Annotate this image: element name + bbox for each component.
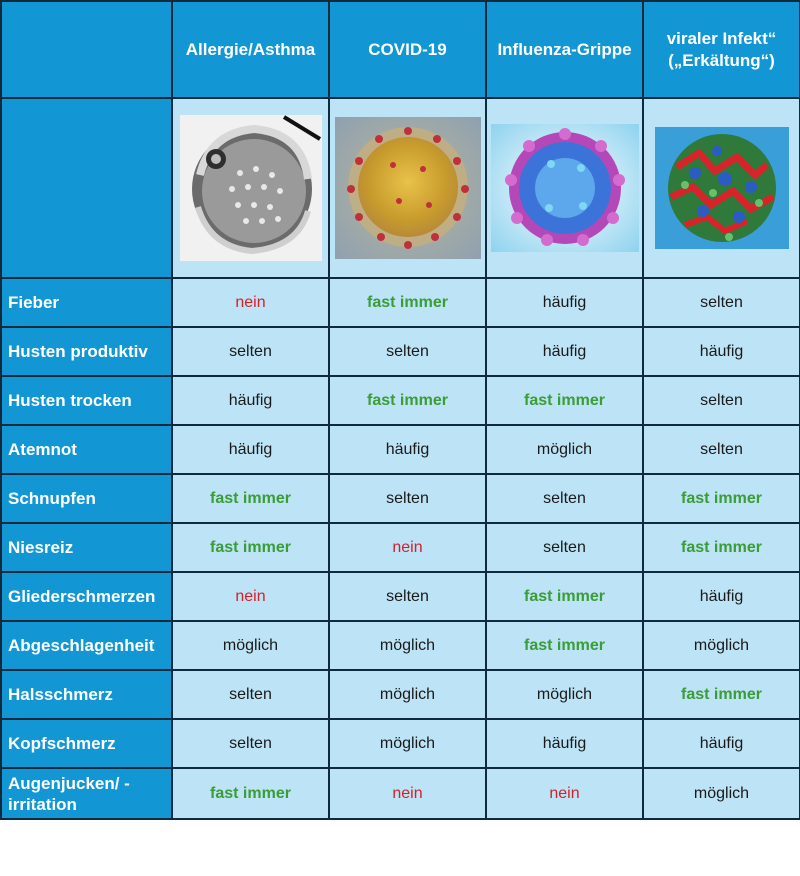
symptom-value: nein [171,571,330,622]
symptom-value: selten [328,326,487,377]
symptom-value: selten [171,669,330,720]
symptom-value: fast immer [642,522,800,573]
symptom-value: selten [642,375,800,426]
symptom-value: möglich [642,620,800,671]
symptom-value: nein [328,767,487,820]
symptom-label: Fieber [0,277,173,328]
symptom-value: möglich [485,424,644,475]
image-row-label [0,97,173,279]
symptom-label: Husten produktiv [0,326,173,377]
symptom-value: fast immer [485,375,644,426]
symptom-value: häufig [171,375,330,426]
symptom-value: selten [171,718,330,769]
corner-cell [0,0,173,99]
symptom-value: häufig [171,424,330,475]
symptom-label: Kopfschmerz [0,718,173,769]
symptom-value: fast immer [485,620,644,671]
symptom-value: selten [485,473,644,524]
influenza-virus-image [485,97,644,279]
symptom-value: häufig [328,424,487,475]
symptom-value: nein [485,767,644,820]
symptom-value: selten [328,571,487,622]
symptom-comparison-table: Allergie/Asthma COVID-19 Influenza-Gripp… [0,0,800,820]
symptom-value: selten [328,473,487,524]
table-row: Augenjucken/ -irritation fast immer nein ne… [0,767,800,820]
image-row [0,97,800,279]
table-row: Halsschmerz selten möglich möglich fast imme… [0,669,800,720]
symptom-value: möglich [171,620,330,671]
symptom-value: selten [642,424,800,475]
table-row: Abgeschlagenheit möglich möglich fast immer… [0,620,800,671]
symptom-value: häufig [642,718,800,769]
symptom-value: häufig [485,277,644,328]
symptom-value: fast immer [328,375,487,426]
table-row: Atemnot häufig häufig möglich selten [0,424,800,475]
column-header-cold: viraler Infekt“ („Erkältung“) [642,0,800,99]
symptom-value: fast immer [485,571,644,622]
symptom-value: nein [171,277,330,328]
table-row: Kopfschmerz selten möglich häufig häufig [0,718,800,769]
header-row: Allergie/Asthma COVID-19 Influenza-Gripp… [0,0,800,99]
table-row: Gliederschmerzen nein selten fast immer häuf… [0,571,800,622]
symptom-value: häufig [485,718,644,769]
symptom-value: selten [642,277,800,328]
symptom-value: häufig [642,326,800,377]
symptom-value: fast immer [642,473,800,524]
symptom-label: Halsschmerz [0,669,173,720]
symptom-value: häufig [485,326,644,377]
symptom-value: möglich [328,620,487,671]
symptom-value: fast immer [171,473,330,524]
table-row: Fieber nein fast immer häufig selten [0,277,800,328]
symptom-value: fast immer [171,767,330,820]
table-row: Niesreiz fast immer nein selten fast immer [0,522,800,573]
symptom-label: Schnupfen [0,473,173,524]
column-header-influenza: Influenza-Grippe [485,0,644,99]
symptom-label: Abgeschlagenheit [0,620,173,671]
cold-virus-image [642,97,800,279]
symptom-value: nein [328,522,487,573]
symptom-value: möglich [328,718,487,769]
symptom-label: Gliederschmerzen [0,571,173,622]
symptom-value: selten [485,522,644,573]
column-header-covid: COVID-19 [328,0,487,99]
symptom-value: fast immer [642,669,800,720]
symptom-value: selten [171,326,330,377]
table-row: Husten produktiv selten selten häufig häufig [0,326,800,377]
symptom-value: fast immer [171,522,330,573]
column-header-allergy: Allergie/Asthma [171,0,330,99]
pollen-grain-image [171,97,330,279]
coronavirus-image [328,97,487,279]
symptom-value: möglich [642,767,800,820]
symptom-value: möglich [328,669,487,720]
symptom-value: möglich [485,669,644,720]
symptom-label: Atemnot [0,424,173,475]
symptom-label: Augenjucken/ -irritation [0,767,173,820]
symptom-value: häufig [642,571,800,622]
symptom-label: Husten trocken [0,375,173,426]
table-row: Husten trocken häufig fast immer fast immer… [0,375,800,426]
symptom-label: Niesreiz [0,522,173,573]
table-row: Schnupfen fast immer selten selten fast imme… [0,473,800,524]
symptom-value: fast immer [328,277,487,328]
